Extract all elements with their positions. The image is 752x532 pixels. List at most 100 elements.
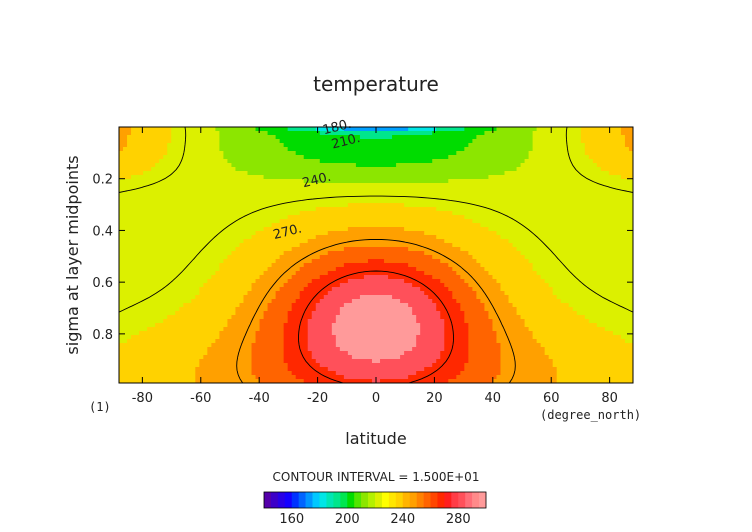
- field-cell: [259, 155, 265, 160]
- field-cell: [384, 151, 389, 156]
- field-cell: [155, 207, 160, 212]
- field-cell: [412, 231, 417, 236]
- field-cell: [428, 279, 433, 284]
- field-cell: [343, 175, 349, 180]
- field-cell: [448, 159, 453, 164]
- field-cell: [175, 215, 180, 220]
- field-cell: [223, 203, 229, 208]
- field-cell: [608, 239, 614, 244]
- field-cell: [123, 211, 128, 216]
- field-cell: [584, 195, 590, 200]
- field-cell: [155, 215, 160, 220]
- field-cell: [291, 179, 297, 184]
- field-cell: [363, 147, 369, 152]
- field-cell: [259, 175, 265, 180]
- field-cell: [408, 231, 413, 236]
- field-cell: [452, 187, 457, 192]
- field-cell: [536, 207, 542, 212]
- field-cell: [480, 227, 486, 232]
- field-cell: [327, 139, 333, 144]
- field-cell: [528, 191, 534, 196]
- field-cell: [307, 203, 313, 208]
- field-cell: [476, 147, 482, 152]
- field-cell: [568, 179, 574, 184]
- field-cell: [355, 159, 361, 164]
- field-cell: [512, 183, 518, 188]
- field-cell: [135, 227, 140, 232]
- field-cell: [568, 175, 574, 180]
- field-cell: [416, 207, 421, 212]
- field-cell: [343, 223, 349, 228]
- field-cell: [416, 167, 421, 172]
- field-cell: [255, 131, 261, 136]
- field-cell: [163, 179, 168, 184]
- field-cell: [307, 195, 313, 200]
- field-cell: [584, 187, 590, 192]
- field-cell: [219, 155, 225, 160]
- field-cell: [472, 155, 477, 160]
- field-cell: [496, 219, 502, 224]
- field-cell: [195, 207, 200, 212]
- field-cell: [267, 131, 273, 136]
- field-cell: [163, 199, 168, 204]
- field-cell: [536, 275, 542, 280]
- field-cell: [500, 127, 506, 132]
- field-cell: [620, 251, 626, 256]
- field-cell: [367, 263, 373, 268]
- field-cell: [139, 235, 144, 240]
- field-cell: [311, 223, 317, 228]
- field-cell: [596, 203, 602, 208]
- field-cell: [307, 127, 313, 132]
- field-cell: [219, 151, 225, 156]
- field-cell: [335, 243, 341, 248]
- field-cell: [620, 211, 626, 216]
- field-cell: [540, 275, 546, 280]
- field-cell: [468, 235, 473, 240]
- field-cell: [183, 223, 188, 228]
- field-cell: [476, 175, 482, 180]
- field-cell: [564, 215, 570, 220]
- field-cell: [584, 243, 590, 248]
- field-cell: [524, 139, 530, 144]
- field-cell: [147, 227, 152, 232]
- field-cell: [215, 263, 220, 268]
- field-cell: [283, 151, 289, 156]
- field-cell: [267, 199, 273, 204]
- field-cell: [488, 251, 494, 256]
- field-cell: [367, 231, 373, 236]
- field-cell: [572, 127, 578, 132]
- field-cell: [628, 271, 633, 276]
- field-cell: [167, 127, 172, 132]
- field-cell: [400, 231, 405, 236]
- field-cell: [247, 207, 253, 212]
- chart-title: temperature: [313, 72, 439, 96]
- field-cell: [331, 171, 337, 176]
- field-cell: [376, 175, 381, 180]
- field-cell: [464, 159, 469, 164]
- field-cell: [388, 131, 393, 136]
- field-cell: [119, 147, 124, 152]
- field-cell: [396, 227, 401, 232]
- field-cell: [608, 171, 614, 176]
- field-cell: [119, 255, 124, 260]
- field-cell: [283, 175, 289, 180]
- field-cell: [468, 199, 473, 204]
- field-cell: [616, 255, 622, 260]
- field-cell: [199, 267, 204, 272]
- field-cell: [432, 187, 437, 192]
- field-cell: [363, 179, 369, 184]
- field-cell: [303, 135, 309, 140]
- field-cell: [592, 179, 598, 184]
- field-cell: [620, 127, 626, 132]
- field-cell: [247, 223, 253, 228]
- field-cell: [215, 211, 220, 216]
- field-cell: [384, 195, 389, 200]
- field-cell: [311, 231, 317, 236]
- field-cell: [440, 251, 445, 256]
- field-cell: [259, 275, 265, 280]
- field-cell: [424, 187, 429, 192]
- field-cell: [448, 191, 453, 196]
- field-cell: [275, 203, 281, 208]
- field-cell: [335, 131, 341, 136]
- field-cell: [572, 131, 578, 136]
